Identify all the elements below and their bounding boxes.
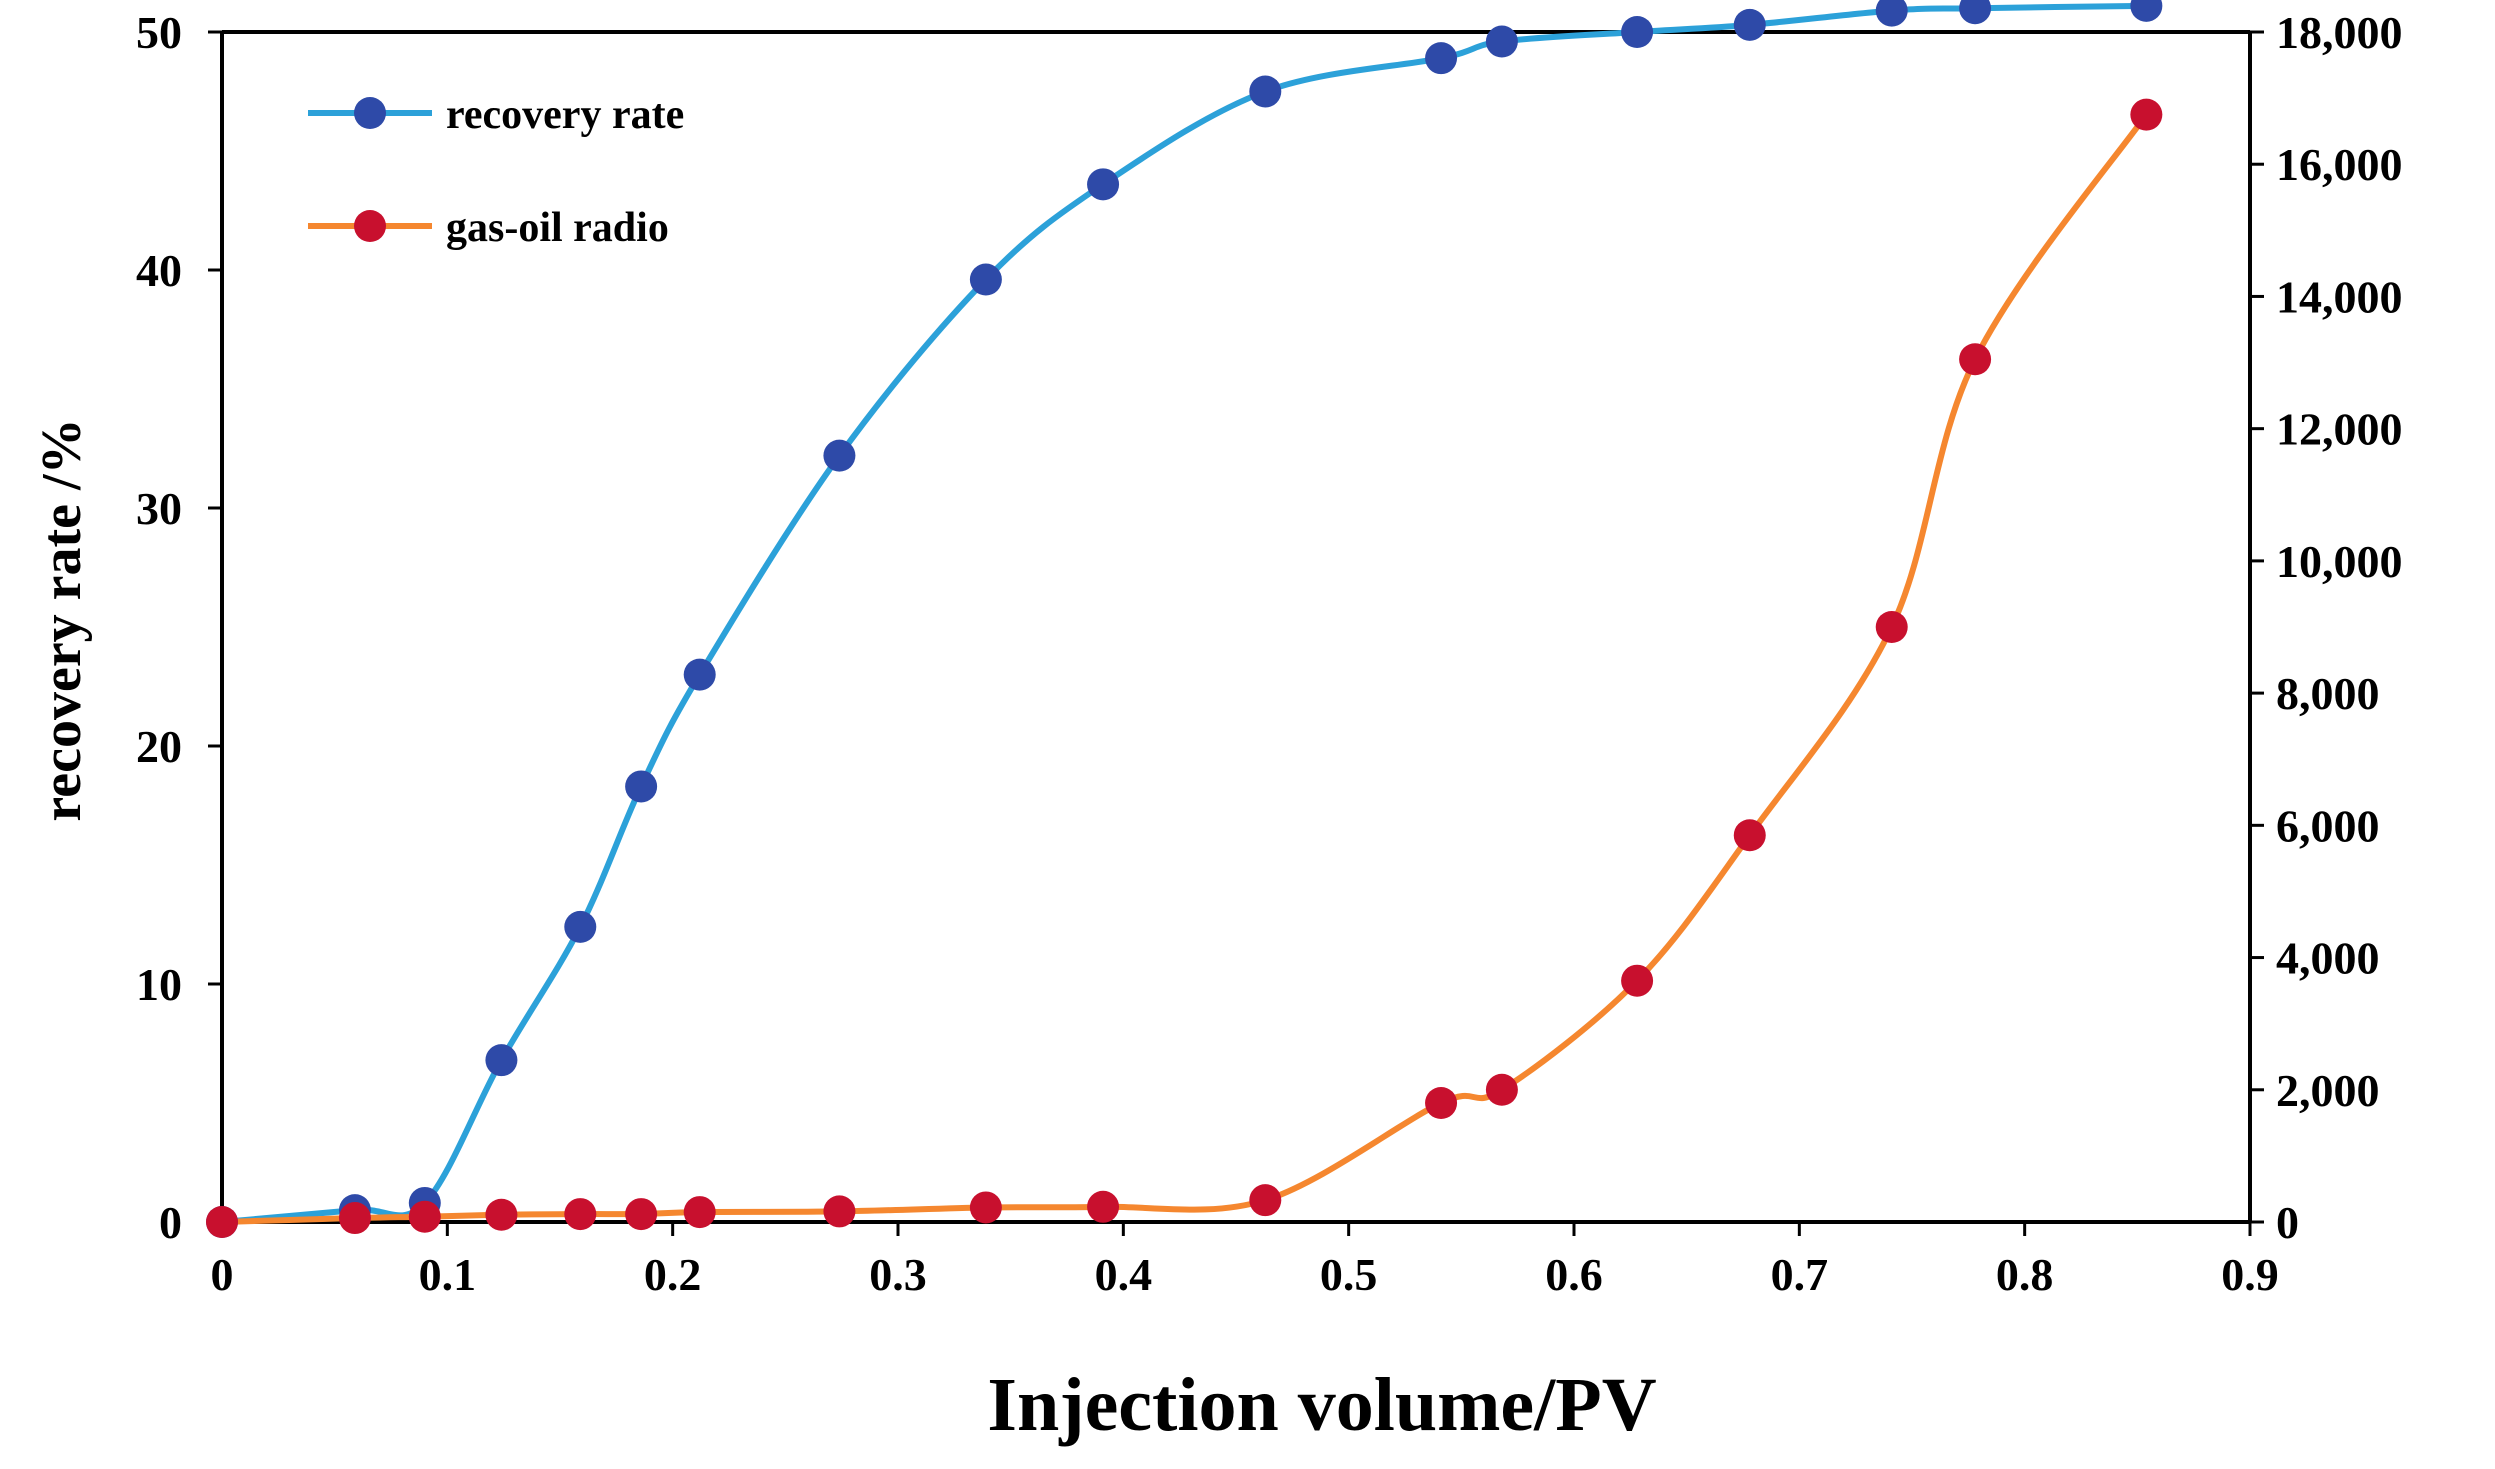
data-point-gas-oil-radio <box>1485 1073 1518 1106</box>
data-point-gas-oil-radio <box>485 1198 518 1231</box>
y-tick-label: 40 <box>136 245 182 296</box>
data-point-recovery-rate <box>1733 8 1766 41</box>
y2-tick-label: 6,000 <box>2276 800 2380 851</box>
data-point-gas-oil-radio <box>206 1206 238 1238</box>
data-point-gas-oil-radio <box>625 1198 658 1231</box>
data-point-gas-oil-radio <box>408 1200 441 1233</box>
data-point-gas-oil-radio <box>1875 611 1908 643</box>
legend: recovery rate gas-oil radio <box>308 92 684 251</box>
data-point-recovery-rate <box>683 658 716 691</box>
y-tick-label: 20 <box>136 721 182 772</box>
data-point-recovery-rate <box>2130 0 2163 22</box>
data-point-recovery-rate <box>1425 42 1458 75</box>
y2-tick-label: 8,000 <box>2276 668 2380 719</box>
data-point-recovery-rate <box>1485 25 1518 58</box>
data-point-gas-oil-radio <box>1249 1184 1282 1217</box>
data-point-gas-oil-radio <box>1621 964 1654 997</box>
x-axis-title: Injection volume/PV <box>987 1363 1656 1447</box>
y-tick-label: 0 <box>159 1197 182 1248</box>
data-point-recovery-rate <box>1249 75 1282 108</box>
data-point-gas-oil-radio <box>2130 98 2163 131</box>
x-tick-label: 0.6 <box>1545 1249 1603 1300</box>
data-point-gas-oil-radio <box>1959 343 1992 376</box>
data-point-recovery-rate <box>969 263 1002 296</box>
legend-label-recovery-rate: recovery rate <box>446 92 684 138</box>
series-line-recovery-rate <box>221 2 2147 1225</box>
data-point-gas-oil-radio <box>823 1195 856 1228</box>
data-point-gas-oil-radio <box>338 1202 371 1235</box>
series-recovery-rate <box>221 2 2147 1225</box>
data-point-gas-oil-radio <box>1087 1190 1120 1223</box>
data-point-recovery-rate <box>485 1044 518 1077</box>
legend-label-gas-oil-radio: gas-oil radio <box>446 205 669 251</box>
y2-tick-label: 2,000 <box>2276 1065 2380 1116</box>
legend-marker-recovery-rate <box>354 97 386 129</box>
x-tick-label: 0 <box>211 1249 234 1300</box>
data-point-recovery-rate <box>1875 0 1908 27</box>
y2-tick-label: 12,000 <box>2276 404 2403 455</box>
data-point-recovery-rate <box>625 770 658 803</box>
x-tick-label: 0.1 <box>419 1249 477 1300</box>
data-point-recovery-rate <box>1959 0 1992 25</box>
y-axis-title: recovery rate /% <box>31 418 93 821</box>
ticks-layer: 0 0.1 0.2 0.3 0.4 0.5 0.6 0.7 0.8 0.9010203040500… <box>136 7 2403 1300</box>
data-point-recovery-rate <box>1621 16 1654 48</box>
y-tick-label: 50 <box>136 7 182 58</box>
y2-tick-label: 14,000 <box>2276 271 2403 322</box>
x-tick-label: 0.5 <box>1320 1249 1378 1300</box>
series-markers-gas-oil-radio <box>206 98 2163 1238</box>
y2-tick-label: 4,000 <box>2276 933 2380 984</box>
x-tick-label: 0.7 <box>1771 1249 1829 1300</box>
x-tick-label: 0.3 <box>869 1249 927 1300</box>
series-markers-recovery-rate <box>206 0 2163 1238</box>
data-point-gas-oil-radio <box>564 1198 597 1231</box>
x-tick-label: 0.2 <box>644 1249 702 1300</box>
y2-tick-label: 18,000 <box>2276 7 2403 58</box>
y-tick-label: 10 <box>136 959 182 1010</box>
y2-tick-label: 16,000 <box>2276 139 2403 190</box>
data-point-gas-oil-radio <box>683 1196 716 1229</box>
y2-tick-label: 0 <box>2276 1197 2299 1248</box>
data-point-recovery-rate <box>564 910 597 943</box>
y-tick-label: 30 <box>136 483 182 534</box>
data-point-gas-oil-radio <box>969 1191 1002 1224</box>
legend-marker-gas-oil-radio <box>354 210 386 242</box>
data-point-gas-oil-radio <box>1733 819 1766 852</box>
data-point-recovery-rate <box>823 439 856 472</box>
series-layer <box>206 0 2163 1238</box>
data-point-recovery-rate <box>1087 168 1120 201</box>
y2-tick-label: 10,000 <box>2276 536 2403 587</box>
x-tick-label: 0.9 <box>2221 1249 2279 1300</box>
x-tick-label: 0.8 <box>1996 1249 2054 1300</box>
x-tick-label: 0.4 <box>1095 1249 1153 1300</box>
data-point-gas-oil-radio <box>1425 1087 1458 1119</box>
